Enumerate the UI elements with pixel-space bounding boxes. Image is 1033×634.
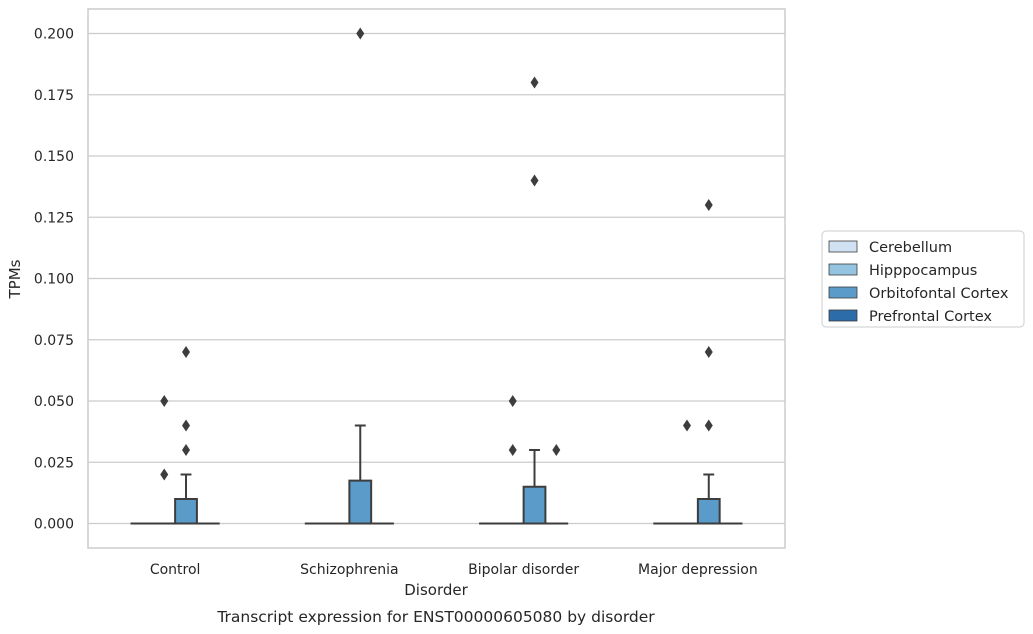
y-tick-label: 0.000: [34, 517, 74, 533]
box-group: [675, 419, 699, 525]
y-tick-label: 0.175: [34, 88, 74, 104]
outlier-point: [552, 444, 561, 456]
box-group: [174, 346, 198, 525]
outlier-point: [704, 419, 713, 432]
outlier-point: [182, 444, 191, 456]
y-tick-label: 0.025: [34, 455, 74, 471]
box-group: [152, 395, 177, 525]
box-group: [500, 395, 525, 525]
chart-caption: Transcript expression for ENST0000060508…: [216, 608, 655, 626]
y-axis-label: TPMs: [6, 259, 24, 299]
outlier-point: [704, 346, 713, 358]
y-tick-label: 0.150: [34, 149, 74, 165]
legend-frame: [821, 230, 1025, 328]
box-series-layer: [130, 27, 743, 525]
legend: Cerebellum Hipppocampus Orbitofontal Corte…: [821, 230, 1025, 328]
y-tick-label: 0.200: [34, 27, 74, 43]
outlier-point: [356, 27, 365, 40]
outlier-point: [530, 76, 539, 89]
x-tick-label: Major depression: [638, 562, 758, 578]
legend-swatch: [828, 309, 858, 322]
outlier-point: [508, 395, 517, 407]
legend-label: Orbitofontal Cortex: [869, 286, 1009, 302]
x-tick-label: Schizophrenia: [300, 562, 398, 578]
x-tick-label: Control: [150, 562, 201, 578]
outlier-point: [160, 395, 169, 407]
y-tick-label: 0.050: [34, 394, 74, 410]
outlier-point: [160, 468, 169, 481]
outlier-point: [508, 444, 517, 456]
box: [696, 498, 721, 525]
legend-label: Hipppocampus: [869, 263, 977, 279]
plot-frame: [87, 8, 786, 549]
box-group: [348, 27, 373, 525]
outlier-point: [530, 174, 539, 187]
x-tick-labels: Control Schizophrenia Bipolar disorder Majo…: [150, 562, 758, 578]
box: [522, 485, 547, 525]
box-group: [544, 444, 569, 525]
outlier-point: [182, 419, 191, 432]
box: [348, 479, 373, 525]
y-tick-label: 0.100: [34, 272, 74, 288]
legend-swatch: [828, 263, 858, 276]
box-group: [696, 199, 721, 525]
box-group: [522, 76, 547, 525]
outlier-point: [182, 346, 191, 358]
y-tick-label: 0.075: [34, 333, 74, 349]
outlier-point: [704, 199, 713, 211]
y-tick-label: 0.125: [34, 210, 74, 226]
gridlines: [88, 32, 785, 525]
outlier-point: [682, 419, 691, 432]
box: [174, 498, 198, 525]
x-axis-label: Disorder: [404, 581, 468, 599]
legend-swatch: [828, 286, 858, 299]
x-tick-label: Bipolar disorder: [468, 562, 579, 578]
legend-swatch: [828, 240, 858, 253]
legend-label: Cerebellum: [869, 240, 952, 256]
legend-label: Prefrontal Cortex: [869, 309, 992, 325]
y-tick-labels: 0.000 0.025 0.050 0.075 0.100 0.125 0.150 0.175…: [34, 27, 74, 533]
